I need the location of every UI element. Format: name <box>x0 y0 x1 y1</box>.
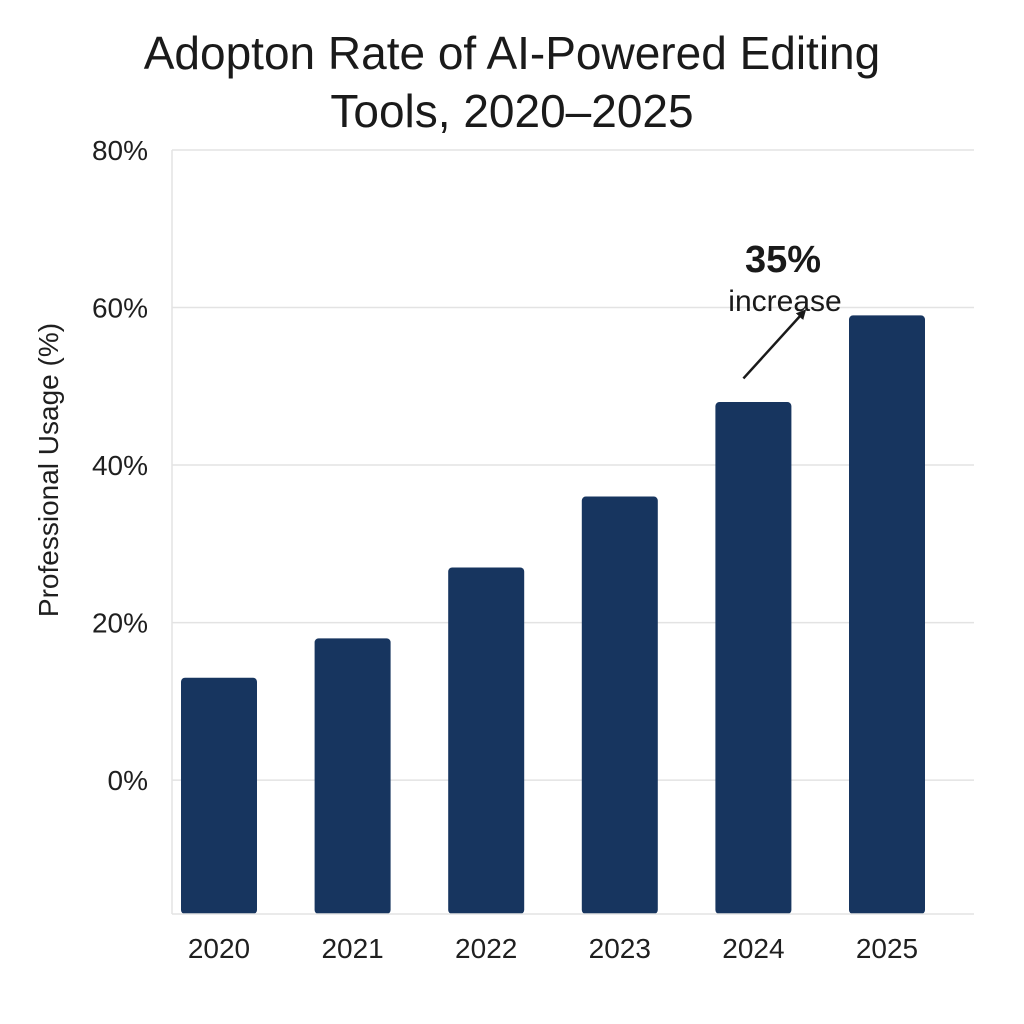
x-tick-label: 2024 <box>722 933 784 964</box>
x-tick-label: 2022 <box>455 933 517 964</box>
x-tick-label: 2020 <box>188 933 250 964</box>
x-tick-label: 2025 <box>856 933 918 964</box>
grid-lines <box>172 149 974 781</box>
bar-2022 <box>448 567 525 914</box>
annotation-label: increase <box>728 285 841 318</box>
y-tick-label: 60% <box>92 293 148 324</box>
chart-title: Adopton Rate of AI-Powered Editing Tools… <box>0 24 1024 140</box>
x-tick-label: 2021 <box>321 933 383 964</box>
y-tick-label: 40% <box>92 450 148 481</box>
bar-2021 <box>314 638 391 914</box>
bar-2020 <box>181 677 257 914</box>
y-tick-label: 80% <box>92 135 148 166</box>
axes <box>171 150 974 915</box>
annotation-value: 35% <box>745 239 821 281</box>
chart-title-line-1: Adopton Rate of AI-Powered Editing <box>143 27 881 79</box>
bar-2024 <box>715 402 792 914</box>
x-tick-label: 2023 <box>589 933 651 964</box>
y-tick-label: 20% <box>92 608 148 639</box>
annotation: 35% increase <box>728 239 842 380</box>
bar-2025 <box>849 315 925 914</box>
x-tick-labels: 2020 2021 2022 2023 2024 2025 <box>188 933 918 964</box>
bar-2023 <box>581 496 658 914</box>
y-tick-label: 0% <box>108 765 148 796</box>
y-axis-label: Professional Usage (%) <box>33 323 64 617</box>
y-tick-labels: 0% 20% 40% 60% 80% <box>92 135 148 796</box>
bars <box>181 315 925 914</box>
chart-title-line-2: Tools, 2020–2025 <box>330 85 694 137</box>
annotation-arrow <box>742 309 807 380</box>
